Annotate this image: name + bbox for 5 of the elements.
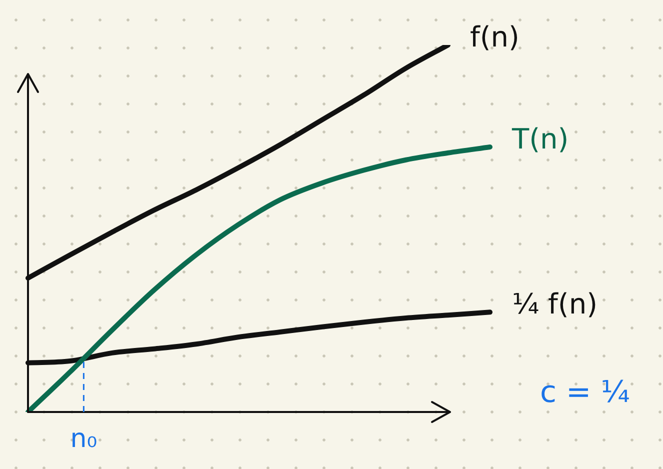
text: n₀ xyxy=(70,424,98,454)
series-label: T(n) xyxy=(511,122,569,156)
text: c = ¼ xyxy=(540,374,630,410)
series-label: ¼ f(n) xyxy=(512,287,598,320)
series-label: f(n) xyxy=(470,20,520,54)
